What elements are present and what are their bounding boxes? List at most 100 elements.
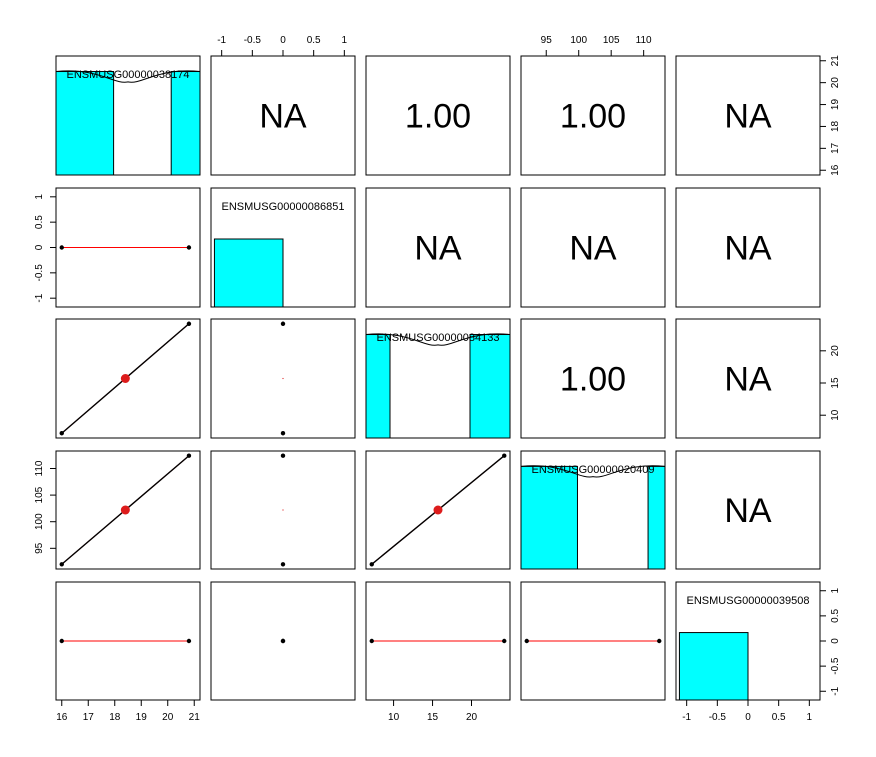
tick-label: 1 bbox=[342, 35, 348, 46]
histogram-bar bbox=[365, 334, 391, 439]
tick-label: 17 bbox=[83, 712, 95, 723]
panel-r5-c2 bbox=[210, 581, 356, 701]
tick-label: 100 bbox=[34, 513, 45, 530]
tick-label: 105 bbox=[603, 35, 620, 46]
panel-r3-c4: 1.00 bbox=[520, 318, 666, 439]
panel-frame bbox=[365, 450, 511, 570]
panel-frame bbox=[365, 55, 511, 176]
panel-r1-c5: NA bbox=[675, 55, 821, 176]
tick-label: -0.5 bbox=[244, 35, 262, 46]
panel-frame bbox=[55, 55, 201, 176]
axes: 16 17 18 19 20 21 10 15 20 -1 -0.5 0 0.5 1-1 -0.5 0 0.5 1… bbox=[34, 35, 841, 723]
data-point bbox=[186, 321, 192, 326]
panel-r2-c2: ENSMUSG00000086851 bbox=[210, 187, 356, 308]
x-axis-top-2: -1 -0.5 0 0.5 1 bbox=[217, 35, 348, 57]
panel-frame bbox=[520, 581, 666, 701]
panel-r1-c4: 1.00 bbox=[520, 55, 666, 176]
tick-label: 110 bbox=[34, 460, 45, 476]
tick-label: 95 bbox=[34, 542, 45, 554]
tick-label: 17 bbox=[830, 142, 841, 154]
data-point bbox=[186, 453, 192, 458]
panel-r4-c5: NA bbox=[675, 450, 821, 570]
tick-label: 0 bbox=[280, 35, 286, 46]
tick-label: 16 bbox=[830, 164, 841, 176]
panel-frame bbox=[210, 318, 356, 439]
correlation-label: 1.00 bbox=[560, 98, 626, 136]
panel-frame bbox=[210, 581, 356, 701]
tick-label: 16 bbox=[56, 712, 68, 723]
histogram-bar bbox=[170, 71, 201, 176]
variable-label: ENSMUSG00000086851 bbox=[222, 201, 345, 213]
tick-label: 0.5 bbox=[772, 712, 786, 723]
correlation-label: 1.00 bbox=[405, 98, 471, 136]
data-point bbox=[59, 431, 64, 436]
tick-label: 0 bbox=[745, 712, 751, 723]
panel-r1-c3: 1.00 bbox=[365, 55, 511, 176]
histogram-bar bbox=[678, 632, 749, 701]
x-axis-bottom-3: 10 15 20 bbox=[388, 699, 478, 723]
tick-label: 15 bbox=[830, 377, 841, 389]
tick-label: 0 bbox=[830, 638, 841, 644]
panel-r3-c5: NA bbox=[675, 318, 821, 439]
tick-label: -1 bbox=[34, 293, 45, 302]
tick-label: 95 bbox=[541, 35, 553, 46]
tick-label: 110 bbox=[636, 35, 652, 46]
panel-frame bbox=[365, 318, 511, 439]
data-point bbox=[280, 321, 286, 326]
x-axis-bottom-5: -1 -0.5 0 0.5 1 bbox=[682, 699, 813, 723]
tick-label: 20 bbox=[830, 345, 841, 357]
correlation-label: NA bbox=[569, 230, 617, 268]
correlation-label: NA bbox=[259, 98, 307, 136]
panel-r2-c1 bbox=[55, 187, 201, 308]
panel-frame bbox=[55, 318, 201, 439]
data-point bbox=[280, 453, 286, 458]
data-point bbox=[186, 638, 192, 644]
panel-frame bbox=[520, 450, 666, 570]
tick-label: 10 bbox=[388, 712, 400, 723]
correlation-label: 1.00 bbox=[560, 361, 626, 399]
histogram-bar bbox=[55, 71, 115, 176]
panel-r4-c2 bbox=[210, 450, 356, 570]
correlation-label: NA bbox=[724, 230, 772, 268]
panel-r5-c5: ENSMUSG00000039508 bbox=[675, 581, 821, 701]
panel-r3-c3: ENSMUSG00000084133 bbox=[365, 318, 511, 439]
tick-label: 15 bbox=[427, 712, 439, 723]
panel-frame bbox=[520, 318, 666, 439]
y-axis-right-1: 16 17 18 19 20 21 bbox=[819, 55, 841, 176]
panel-r3-c2 bbox=[210, 318, 356, 439]
panel-r5-c3 bbox=[365, 581, 511, 701]
panel-r2-c4: NA bbox=[520, 187, 666, 308]
data-point bbox=[369, 638, 374, 644]
data-point bbox=[59, 562, 64, 567]
density-curve bbox=[520, 465, 666, 478]
tick-label: -0.5 bbox=[709, 712, 727, 723]
y-axis-right-5: -1 -0.5 0 0.5 1 bbox=[819, 588, 841, 696]
mean-point bbox=[282, 509, 284, 511]
mean-point bbox=[282, 377, 284, 380]
data-point bbox=[186, 245, 192, 250]
panel-frame bbox=[210, 187, 356, 308]
tick-label: 20 bbox=[466, 712, 478, 723]
y-axis-left-2: -1 -0.5 0 0.5 1 bbox=[34, 194, 57, 303]
panel-r4-c3 bbox=[365, 450, 511, 570]
variable-label: ENSMUSG00000084133 bbox=[377, 332, 500, 344]
data-point bbox=[502, 453, 507, 458]
tick-label: -0.5 bbox=[34, 264, 45, 282]
panel-r4-c1 bbox=[55, 450, 201, 570]
tick-label: 0.5 bbox=[830, 608, 841, 622]
data-point bbox=[59, 245, 64, 250]
tick-label: 19 bbox=[830, 99, 841, 111]
tick-label: 1 bbox=[807, 712, 813, 723]
tick-label: 20 bbox=[830, 77, 841, 89]
data-point bbox=[280, 562, 286, 567]
correlation-label: NA bbox=[724, 98, 772, 136]
variable-label: ENSMUSG00000039508 bbox=[687, 595, 810, 607]
y-axis-right-3: 10 15 20 bbox=[819, 345, 841, 421]
correlation-label: NA bbox=[414, 230, 462, 268]
tick-label: 0.5 bbox=[307, 35, 321, 46]
tick-label: 105 bbox=[34, 486, 45, 503]
tick-label: -0.5 bbox=[830, 657, 841, 675]
tick-label: -1 bbox=[682, 712, 691, 723]
variable-label: ENSMUSG00000038174 bbox=[67, 69, 190, 81]
